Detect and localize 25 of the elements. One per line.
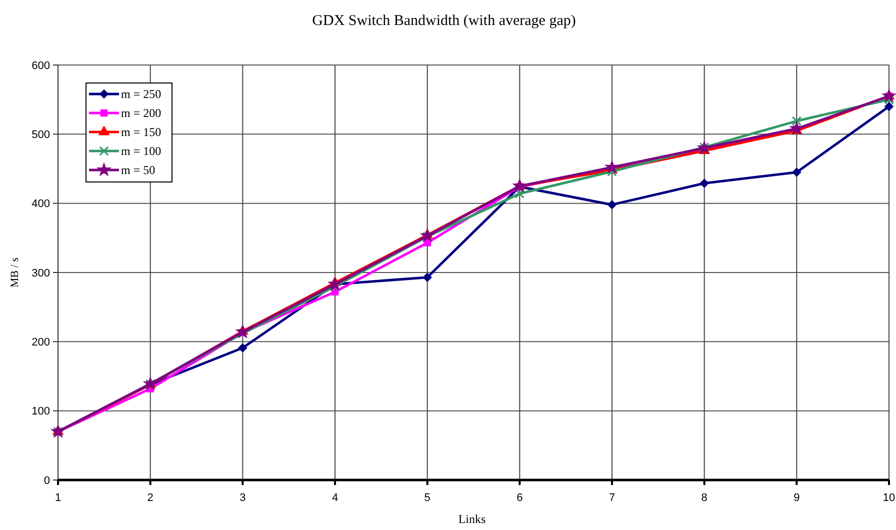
x-tick-label: 7 [608,492,616,504]
legend-label: m = 200 [121,106,162,120]
y-tick-label: 500 [32,129,50,142]
legend-label: m = 250 [121,87,162,102]
x-tick-label: 8 [701,492,708,504]
y-tick-label: 200 [32,336,50,349]
x-tick-label: 6 [516,492,523,504]
legend-label: m = 50 [121,163,156,178]
x-tick-label: 2 [147,492,154,504]
x-tick-label: 9 [794,492,800,504]
x-tick-label: 1 [54,492,62,504]
y-tick-label: 400 [32,198,50,210]
x-tick-label: 4 [332,492,338,504]
chart-title: GDX Switch Bandwidth (with average gap) [312,13,576,29]
x-axis-title: Links [458,512,486,526]
y-tick-label: 300 [32,267,50,280]
x-tick-label: 5 [424,492,430,504]
y-tick-label: 600 [32,60,50,72]
legend-label: m = 150 [121,125,162,140]
y-tick-label: 100 [32,406,50,418]
legend-label: m = 100 [121,144,162,158]
x-tick-label: 3 [240,492,246,504]
x-tick-label: 10 [882,492,896,504]
y-axis-title: MB / s [9,258,21,288]
y-tick-label: 0 [44,474,50,487]
